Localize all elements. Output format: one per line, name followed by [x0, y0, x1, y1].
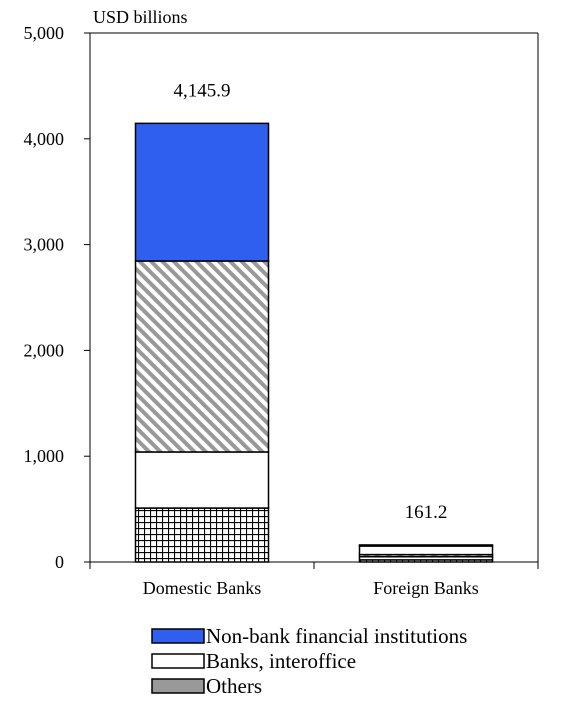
- unit-label: USD billions: [93, 7, 188, 27]
- legend-swatch: [151, 628, 205, 644]
- x-axis: Domestic Banks Foreign Banks: [89, 561, 539, 598]
- y-tick-label: 2,000: [24, 340, 65, 360]
- legend-swatch: [151, 678, 205, 694]
- bar-segment: [358, 544, 494, 547]
- legend-label: Non-bank financial institutions: [206, 624, 467, 648]
- total-label: 161.2: [405, 502, 448, 523]
- y-tick-label: 1,000: [24, 446, 65, 466]
- y-axis: 0 1,000 2,000 3,000 4,000 5,000: [24, 23, 539, 572]
- category-label: Domestic Banks: [143, 578, 262, 598]
- bar-segment: [134, 260, 270, 453]
- bar-segment: [134, 451, 270, 509]
- category-label: Foreign Banks: [373, 578, 479, 598]
- y-tick-label: 5,000: [24, 23, 65, 43]
- data-labels: 4,145.9 161.2: [174, 80, 448, 523]
- y-tick-label: 4,000: [24, 129, 65, 149]
- bar-segment: [134, 122, 270, 262]
- y-tick-label: 3,000: [24, 235, 65, 255]
- y-tick-label: 0: [55, 552, 64, 572]
- bars: [134, 122, 494, 563]
- legend-swatch: [151, 653, 205, 669]
- legend-label: Banks, interoffice: [206, 649, 356, 673]
- legend-label: Others: [206, 674, 262, 698]
- bar-segment: [134, 507, 270, 563]
- bar-segment: [358, 545, 494, 556]
- total-label: 4,145.9: [174, 80, 231, 101]
